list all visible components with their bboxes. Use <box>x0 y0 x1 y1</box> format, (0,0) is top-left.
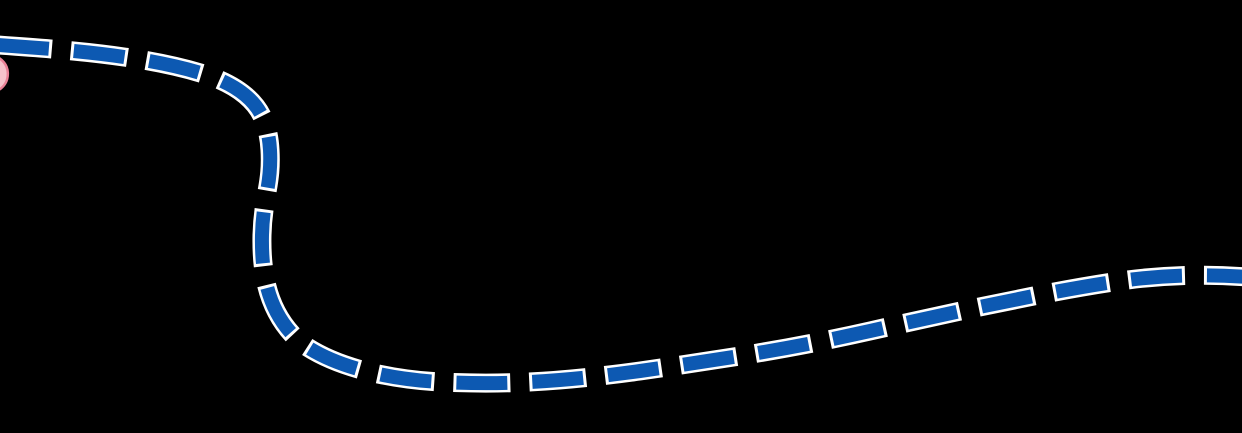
pink-marker-fragment-icon <box>0 57 10 91</box>
route-dashed-line <box>0 38 1242 391</box>
